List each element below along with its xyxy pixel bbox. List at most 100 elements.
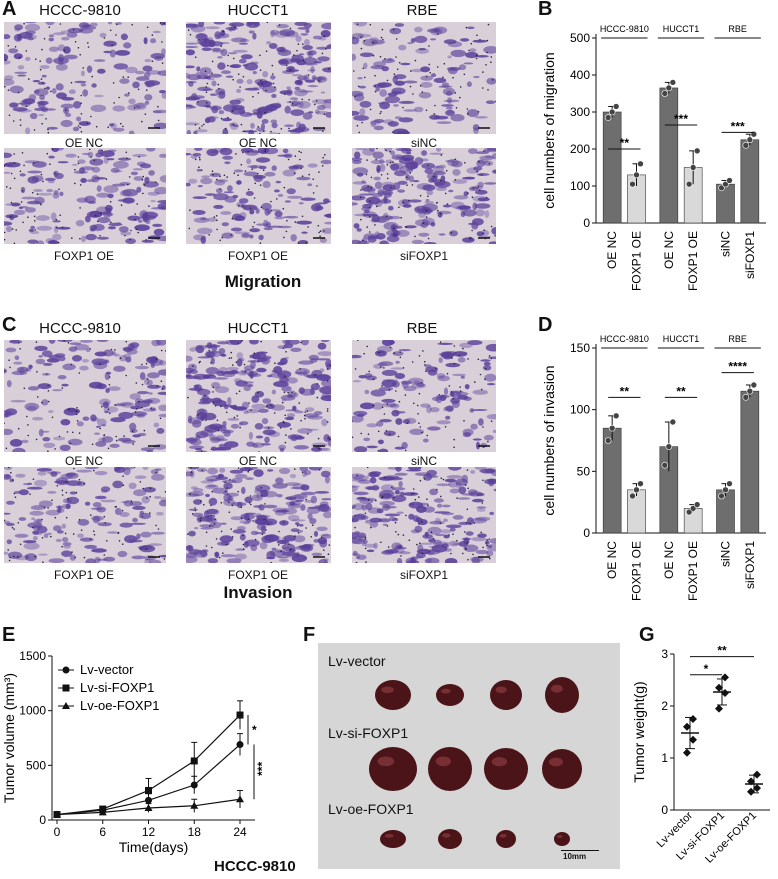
tumor-highlight bbox=[550, 684, 563, 693]
b-category-label: OE NC bbox=[662, 231, 676, 269]
b-data-point bbox=[637, 160, 644, 168]
tumor-specimen bbox=[428, 747, 472, 791]
micrograph-texture bbox=[348, 338, 503, 454]
tumor-highlight bbox=[442, 833, 451, 838]
d-data-point bbox=[685, 508, 693, 516]
invasion-bar-chart: 0 50 100 150 cell numbers of invasion OE NC FO… bbox=[541, 334, 766, 601]
g-data-point bbox=[747, 787, 755, 796]
d-ytick-label: 50 bbox=[577, 464, 591, 478]
b-ytick-label: 0 bbox=[583, 216, 590, 230]
micrograph-texture bbox=[0, 464, 170, 566]
g-data-point bbox=[715, 683, 723, 692]
b-data-point bbox=[718, 184, 725, 192]
col-head-a-3: RBE bbox=[406, 2, 438, 19]
e-xtick-label: 6 bbox=[99, 825, 106, 839]
micrograph-texture bbox=[348, 144, 501, 248]
b-category-label: FOXP1 OE bbox=[686, 231, 700, 291]
b-ytick-label: 100 bbox=[570, 179, 590, 193]
col-head-a-1: HCCC-9810 bbox=[39, 2, 121, 19]
tumor-volume-line-chart: 0 500 1000 1500 0 6 12 18 24 Time(days) Tumor volu… bbox=[1, 649, 269, 855]
migration-image-hccc-foxp1oe bbox=[0, 145, 173, 247]
invasion-image-rbe-sifoxp1 bbox=[345, 463, 502, 566]
b-data-point bbox=[689, 164, 697, 171]
b-data-point bbox=[608, 108, 616, 116]
b-category-label: OE NC bbox=[605, 231, 619, 269]
caption-c-top-2: OE NC bbox=[238, 454, 277, 468]
tumor-specimen bbox=[436, 684, 464, 706]
invasion-image-rbe-sinc bbox=[348, 338, 503, 454]
invasion-image-hccc-oenc bbox=[0, 336, 171, 456]
tumor-specimen bbox=[542, 749, 582, 789]
b-group-label: RBE bbox=[728, 24, 747, 34]
g-data-point bbox=[721, 673, 729, 682]
b-data-point bbox=[693, 147, 701, 155]
g-data-point bbox=[689, 735, 697, 744]
b-data-point bbox=[669, 79, 677, 86]
e-data-point bbox=[236, 795, 244, 803]
caption-a-top-1: OE NC bbox=[64, 136, 103, 150]
d-category-label: OE NC bbox=[605, 541, 619, 579]
micrograph-texture bbox=[0, 145, 173, 247]
g-ylabel: Tumor weight(g) bbox=[631, 681, 647, 782]
tumor-specimen bbox=[369, 747, 417, 791]
g-data-point bbox=[753, 770, 761, 779]
e-xtick-label: 18 bbox=[188, 825, 202, 839]
d-data-point bbox=[608, 424, 616, 432]
d-data-point bbox=[629, 492, 636, 500]
tumor-specimen bbox=[490, 680, 522, 710]
migration-image-rbe-sifoxp1 bbox=[348, 144, 501, 248]
b-ytick-label: 400 bbox=[570, 68, 590, 82]
g-data-point bbox=[721, 689, 729, 697]
d-data-point bbox=[742, 394, 750, 401]
tumor-highlight bbox=[435, 756, 452, 767]
d-data-point bbox=[669, 418, 677, 426]
b-category-label: FOXP1 OE bbox=[630, 231, 644, 291]
col-head-a-2: HUCCT1 bbox=[227, 2, 289, 19]
d-data-point bbox=[604, 437, 612, 444]
tumor-highlight bbox=[556, 835, 563, 839]
d-data-point bbox=[633, 486, 640, 494]
e-data-point bbox=[190, 757, 198, 765]
caption-a-bottom-1: FOXP1 OE bbox=[53, 249, 115, 263]
panel-letter-a: A bbox=[2, 0, 17, 20]
e-data-point bbox=[98, 808, 107, 816]
b-data-point bbox=[604, 114, 612, 121]
g-sig-label: * bbox=[704, 662, 709, 676]
b-sig-label: *** bbox=[731, 119, 745, 133]
d-sig-label: ** bbox=[620, 384, 630, 398]
b-category-label: siFOXP1 bbox=[743, 231, 757, 279]
row-label-oe: Lv-oe-FOXP1 bbox=[328, 801, 414, 817]
migration-image-hccc-oenc bbox=[0, 18, 172, 136]
micrograph-texture bbox=[179, 19, 338, 137]
tumor-specimens bbox=[369, 677, 582, 849]
g-data-point bbox=[715, 704, 723, 713]
col-head-c-2: HUCCT1 bbox=[227, 320, 289, 337]
b-data-point bbox=[742, 142, 750, 149]
e-data-point bbox=[53, 810, 61, 818]
invasion-image-hucct1-foxp1oe bbox=[182, 464, 333, 567]
tumor-specimen bbox=[496, 830, 516, 848]
b-data-point bbox=[726, 177, 733, 184]
e-data-point bbox=[145, 786, 152, 794]
caption-c-top-3: siNC bbox=[411, 454, 437, 468]
b-group-label: HCCC-9810 bbox=[600, 24, 649, 34]
micrograph-texture bbox=[181, 337, 337, 454]
d-data-point bbox=[718, 492, 725, 500]
d-category-label: siFOXP1 bbox=[743, 541, 757, 589]
e-ytick-label: 0 bbox=[39, 813, 46, 827]
e-legend-label: Lv-oe-FOXP1 bbox=[80, 698, 159, 713]
caption-a-bottom-3: siFOXP1 bbox=[399, 249, 448, 263]
tumor-specimen bbox=[554, 832, 570, 846]
e-sig-label: * bbox=[252, 723, 257, 737]
tumor-highlight bbox=[381, 686, 394, 694]
row-label-si: Lv-si-FOXP1 bbox=[328, 725, 409, 741]
b-data-point bbox=[665, 84, 673, 92]
tumor-highlight bbox=[440, 688, 451, 694]
row-label-vector: Lv-vector bbox=[328, 653, 386, 669]
tumor-photo: Lv-vector Lv-si-FOXP1 Lv-oe-FOXP1 10mm bbox=[318, 643, 620, 869]
d-data-point bbox=[746, 387, 754, 395]
d-ylabel: cell numbers of invasion bbox=[541, 365, 557, 515]
col-head-c-3: RBE bbox=[406, 320, 438, 337]
invasion-title: Invasion bbox=[223, 583, 293, 602]
d-group-label: HCCC-9810 bbox=[600, 334, 649, 344]
